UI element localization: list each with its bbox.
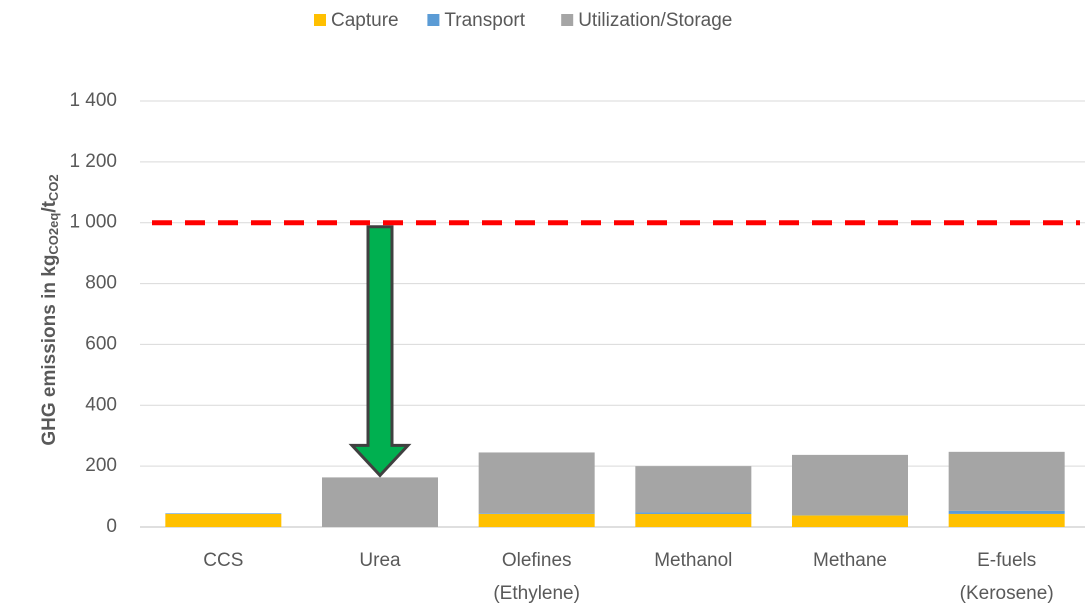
y-tick-label: 200 (85, 455, 117, 476)
bar-segment (479, 514, 595, 527)
y-tick-label: 1 000 (69, 212, 117, 233)
y-label-mid: /t (39, 200, 60, 212)
y-tick-label: 800 (85, 273, 117, 294)
x-tick-label: Urea (359, 550, 401, 571)
x-tick-label: Methanol (654, 550, 732, 571)
y-axis-label: GHG emissions in kgCO2eq/tCO2 (39, 174, 61, 445)
arrow (352, 227, 408, 476)
legend-swatch (314, 14, 326, 26)
bar-segment (635, 466, 751, 512)
y-tick-label: 600 (85, 333, 117, 354)
bar-segment (479, 452, 595, 513)
bar-segment (322, 477, 438, 527)
legend-swatch (561, 14, 573, 26)
y-tick-label: 400 (85, 394, 117, 415)
bar-segment (165, 513, 281, 514)
bar-segment (949, 452, 1065, 511)
bar-segment (635, 512, 751, 514)
x-tick-label: Methane (813, 550, 887, 571)
x-tick-label: (Kerosene) (960, 583, 1054, 604)
x-tick-label: (Ethylene) (493, 583, 580, 604)
bar-segment (949, 514, 1065, 527)
legend-swatch (427, 14, 439, 26)
y-tick-label: 1 200 (69, 151, 117, 172)
legend-label: Utilization/Storage (578, 10, 732, 31)
y-label-sub: CO2eq (46, 213, 61, 255)
x-tick-label: CCS (203, 550, 243, 571)
y-tick-label: 0 (106, 516, 117, 537)
y-label-main: GHG emissions in kg (39, 255, 60, 446)
bar-segment (792, 455, 908, 515)
bar-segment (949, 511, 1065, 514)
bar-segment (479, 513, 595, 514)
bar-segment (165, 514, 281, 527)
bar-segment (635, 514, 751, 527)
bar-segment (792, 515, 908, 527)
legend-label: Transport (444, 10, 525, 31)
y-tick-label: 1 400 (69, 90, 117, 111)
x-tick-label: Olefines (502, 550, 572, 571)
y-label-sub: CO2 (46, 174, 61, 201)
legend-label: Capture (331, 10, 399, 31)
x-tick-label: E-fuels (977, 550, 1036, 571)
